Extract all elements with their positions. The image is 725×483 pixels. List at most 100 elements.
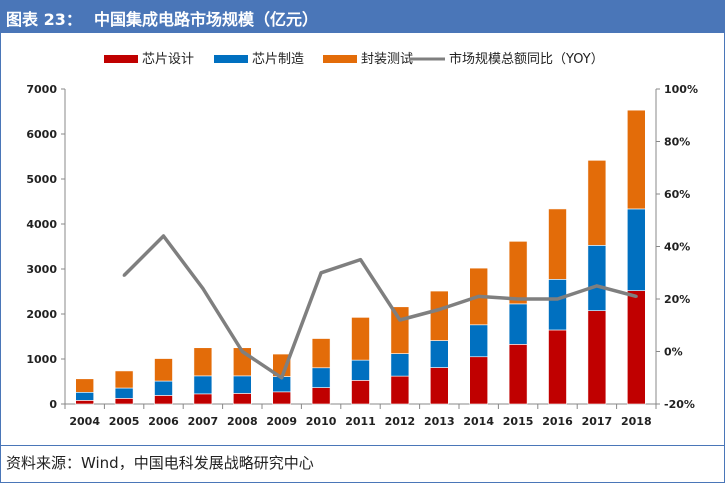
bar-design — [626, 290, 646, 405]
chart-svg: 芯片设计 芯片制造 封装测试 市场规模总额同比（YOY） 0 1000 2000 3000 40… — [26, 51, 698, 428]
legend-swatch-2 — [214, 55, 248, 63]
y2-tick-label: 60% — [664, 188, 690, 201]
bar-design — [548, 329, 567, 405]
yoy-point — [280, 376, 284, 380]
x-tick-label: 2018 — [621, 415, 652, 428]
y2-tick-label: 100% — [664, 83, 698, 96]
yoy-point — [240, 350, 244, 353]
y2-tick-label: -20% — [664, 398, 695, 411]
y-tick-label: 6000 — [26, 128, 57, 141]
legend-label-2: 芯片制造 — [252, 52, 304, 67]
x-tick-label: 2008 — [227, 415, 258, 428]
bar-packaging — [587, 160, 607, 246]
bar-manufacturing — [154, 380, 173, 396]
bar-manufacturing — [429, 340, 449, 368]
bar-manufacturing — [311, 367, 331, 388]
bar-design — [429, 367, 449, 405]
bar-manufacturing — [351, 359, 370, 381]
bar-manufacturing — [114, 387, 134, 399]
bar-design — [508, 344, 528, 405]
y-tick-label: 4000 — [26, 218, 57, 231]
legend-label-4: 市场规模总额同比（YOY） — [449, 51, 604, 67]
bar-design — [272, 391, 292, 405]
y-tick-label: 3000 — [26, 263, 57, 276]
x-tick-label: 2011 — [345, 415, 376, 428]
bar-packaging — [390, 306, 410, 354]
yoy-point — [595, 284, 599, 288]
y-tick-label: 1000 — [26, 353, 57, 366]
yoy-point — [319, 271, 323, 275]
x-tick-label: 2009 — [266, 415, 297, 428]
chart-area: 芯片设计 芯片制造 封装测试 市场规模总额同比（YOY） 0 1000 2000 3000 40… — [0, 33, 725, 445]
bar-design — [390, 375, 410, 405]
bar-manufacturing — [233, 375, 252, 394]
yoy-point — [556, 297, 559, 301]
bar-packaging — [429, 290, 449, 341]
bar-manufacturing — [469, 324, 489, 358]
x-tick-label: 2006 — [148, 415, 179, 428]
bar-packaging — [114, 370, 134, 389]
legend-label-1: 芯片设计 — [142, 52, 194, 67]
figure-title-bar: 图表 23： 中国集成电路市场规模（亿元） — [0, 0, 725, 33]
y2-tick-label: 80% — [664, 136, 690, 149]
y-tick-label: 7000 — [26, 83, 57, 96]
x-tick-label: 2012 — [385, 415, 416, 428]
bar-manufacturing — [193, 375, 213, 395]
yoy-point — [398, 318, 402, 322]
yoy-line — [122, 234, 637, 380]
bar-design — [233, 393, 252, 405]
x-tick-label: 2004 — [69, 415, 100, 428]
y2-tick-label: 20% — [664, 293, 690, 306]
y-tick-label: 0 — [49, 398, 57, 411]
x-tick-label: 2016 — [542, 415, 573, 428]
yoy-point — [477, 294, 481, 298]
bar-packaging — [351, 317, 370, 361]
y-tick-label: 2000 — [26, 308, 57, 321]
source-note: 资料来源：Wind，中国电科发展战略研究中心 — [0, 445, 725, 483]
bar-design — [311, 387, 331, 405]
yoy-point — [162, 234, 165, 238]
bar-design — [587, 310, 607, 405]
yoy-point — [359, 258, 362, 262]
y2-tick-label: 0% — [664, 346, 683, 359]
bar-manufacturing — [75, 391, 94, 401]
bar-manufacturing — [626, 208, 646, 291]
bar-design — [154, 395, 173, 405]
figure-label: 图表 23： — [6, 10, 82, 29]
bar-packaging — [548, 208, 567, 280]
bar-manufacturing — [548, 279, 567, 331]
bar-design — [75, 400, 94, 405]
yoy-point — [634, 294, 638, 298]
bar-manufacturing — [587, 245, 607, 311]
bar-packaging — [75, 378, 94, 393]
bar-design — [469, 356, 489, 405]
y2-tick-label: 40% — [664, 241, 690, 254]
bar-packaging — [626, 109, 646, 210]
bar-manufacturing — [390, 353, 410, 377]
x-tick-label: 2013 — [424, 415, 455, 428]
x-tick-label: 2014 — [463, 415, 494, 428]
bar-design — [351, 380, 370, 405]
x-tick-label: 2015 — [503, 415, 534, 428]
bar-packaging — [193, 347, 213, 377]
yoy-point — [201, 287, 205, 290]
y-tick-label: 5000 — [26, 173, 57, 186]
figure-title: 中国集成电路市场规模（亿元） — [94, 10, 319, 29]
x-tick-label: 2005 — [109, 415, 140, 428]
yoy-point — [437, 308, 441, 311]
yoy-point — [516, 297, 520, 301]
x-tick-label: 2017 — [582, 415, 613, 428]
legend-swatch-3 — [323, 55, 357, 63]
bar-packaging — [508, 241, 528, 305]
bar-packaging — [154, 358, 173, 382]
bar-packaging — [311, 338, 331, 369]
x-tick-label: 2007 — [188, 415, 219, 428]
bar-design — [114, 398, 134, 405]
legend-label-3: 封装测试 — [361, 52, 413, 67]
legend-swatch-1 — [104, 55, 138, 63]
bar-design — [193, 393, 213, 405]
bar-manufacturing — [508, 303, 528, 345]
x-tick-label: 2010 — [306, 415, 337, 428]
yoy-point — [122, 273, 126, 277]
